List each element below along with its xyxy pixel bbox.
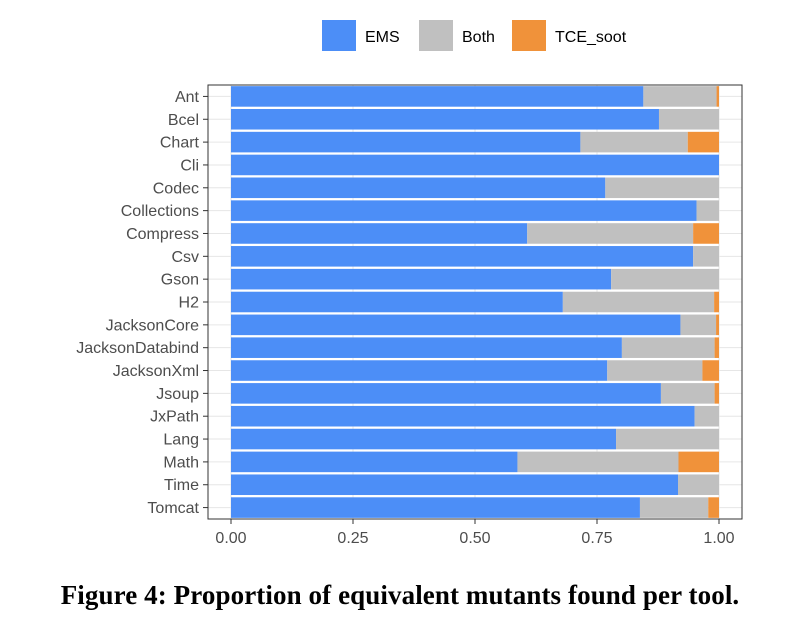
- y-tick-label: JxPath: [150, 409, 199, 426]
- bar-both-h2: [562, 291, 715, 313]
- bar-ems-jacksonxml: [231, 360, 608, 381]
- y-tick-label: JacksonXml: [113, 363, 199, 380]
- legend-swatch-tce_soot: [512, 20, 546, 51]
- y-tick-label: Cli: [180, 157, 199, 174]
- y-tick-label: H2: [179, 295, 200, 312]
- bar-ems-codec: [231, 177, 606, 199]
- bar-both-jxpath: [694, 405, 719, 427]
- y-tick-label: Collections: [121, 203, 199, 220]
- bar-both-collections: [696, 200, 719, 221]
- y-tick-label: Tomcat: [147, 500, 199, 517]
- bar-tce_soot-ant: [716, 86, 719, 107]
- bar-tce_soot-jacksonxml: [702, 360, 719, 381]
- y-tick-label: Chart: [160, 135, 200, 152]
- bar-both-jacksoncore: [680, 314, 717, 336]
- bar-ems-h2: [231, 291, 563, 313]
- bar-both-math: [517, 451, 679, 473]
- legend-swatch-ems: [322, 20, 356, 51]
- y-tick-label: Codec: [153, 180, 199, 197]
- bar-tce_soot-h2: [714, 291, 719, 313]
- bar-both-chart: [580, 131, 688, 153]
- legend-label-ems: EMS: [365, 29, 400, 46]
- bar-both-jsoup: [660, 383, 715, 404]
- bar-both-time: [678, 474, 719, 496]
- bars: [231, 86, 719, 518]
- bar-both-csv: [693, 246, 719, 267]
- x-tick-label: 0.50: [459, 530, 490, 547]
- bar-ems-jsoup: [231, 383, 661, 404]
- y-tick-label: Compress: [126, 226, 199, 243]
- x-axis: 0.00 0.25 0.50 0.75 1.00: [215, 519, 735, 547]
- bar-ems-compress: [231, 223, 528, 244]
- y-axis: Ant Bcel Chart Cli Codec Collections Compress C…: [76, 89, 208, 517]
- bar-ems-jacksoncore: [231, 314, 681, 336]
- bar-both-jacksondatabind: [621, 337, 715, 358]
- y-tick-label: Math: [163, 454, 199, 471]
- y-tick-label: Bcel: [168, 112, 199, 129]
- bar-tce_soot-jsoup: [714, 383, 719, 404]
- y-tick-label: JacksonCore: [106, 317, 199, 334]
- bar-tce_soot-jacksoncore: [716, 314, 719, 336]
- bar-ems-gson: [231, 268, 612, 290]
- bar-both-tomcat: [639, 497, 709, 518]
- legend-label-tce_soot: TCE_soot: [555, 29, 627, 46]
- bar-both-ant: [643, 86, 717, 107]
- bar-ems-lang: [231, 428, 617, 450]
- bar-tce_soot-math: [678, 451, 719, 473]
- legend-swatch-both: [419, 20, 453, 51]
- y-tick-label: Jsoup: [156, 386, 199, 403]
- legend-label-both: Both: [462, 29, 495, 46]
- x-tick-label: 0.25: [337, 530, 368, 547]
- bar-ems-cli: [231, 154, 719, 176]
- x-tick-label: 0.00: [215, 530, 246, 547]
- bar-ems-tomcat: [231, 497, 640, 518]
- y-tick-label: Gson: [161, 272, 199, 289]
- bar-ems-collections: [231, 200, 697, 221]
- bar-ems-ant: [231, 86, 644, 107]
- legend: EMS Both TCE_soot: [322, 20, 627, 51]
- bar-tce_soot-compress: [693, 223, 719, 244]
- x-tick-label: 0.75: [581, 530, 612, 547]
- x-tick-label: 1.00: [703, 530, 734, 547]
- bar-both-codec: [605, 177, 719, 199]
- figure-caption: Figure 4: Proportion of equivalent mutan…: [60, 580, 740, 610]
- bar-both-compress: [527, 223, 694, 244]
- y-tick-label: Csv: [171, 249, 199, 266]
- bar-ems-chart: [231, 131, 581, 153]
- y-tick-label: Ant: [175, 89, 200, 106]
- y-tick-label: Time: [164, 477, 199, 494]
- bar-ems-csv: [231, 246, 694, 267]
- bar-ems-bcel: [231, 108, 659, 130]
- bar-ems-math: [231, 451, 518, 473]
- y-tick-label: Lang: [163, 432, 199, 449]
- bar-ems-jacksondatabind: [231, 337, 622, 358]
- bar-both-bcel: [658, 108, 719, 130]
- bar-ems-time: [231, 474, 679, 496]
- bar-both-jacksonxml: [607, 360, 703, 381]
- bar-both-lang: [616, 428, 719, 450]
- bar-tce_soot-tomcat: [708, 497, 719, 518]
- bar-both-gson: [611, 268, 719, 290]
- y-tick-label: JacksonDatabind: [76, 340, 199, 357]
- bar-tce_soot-jacksondatabind: [714, 337, 719, 358]
- bar-ems-jxpath: [231, 405, 695, 427]
- bar-tce_soot-chart: [687, 131, 719, 153]
